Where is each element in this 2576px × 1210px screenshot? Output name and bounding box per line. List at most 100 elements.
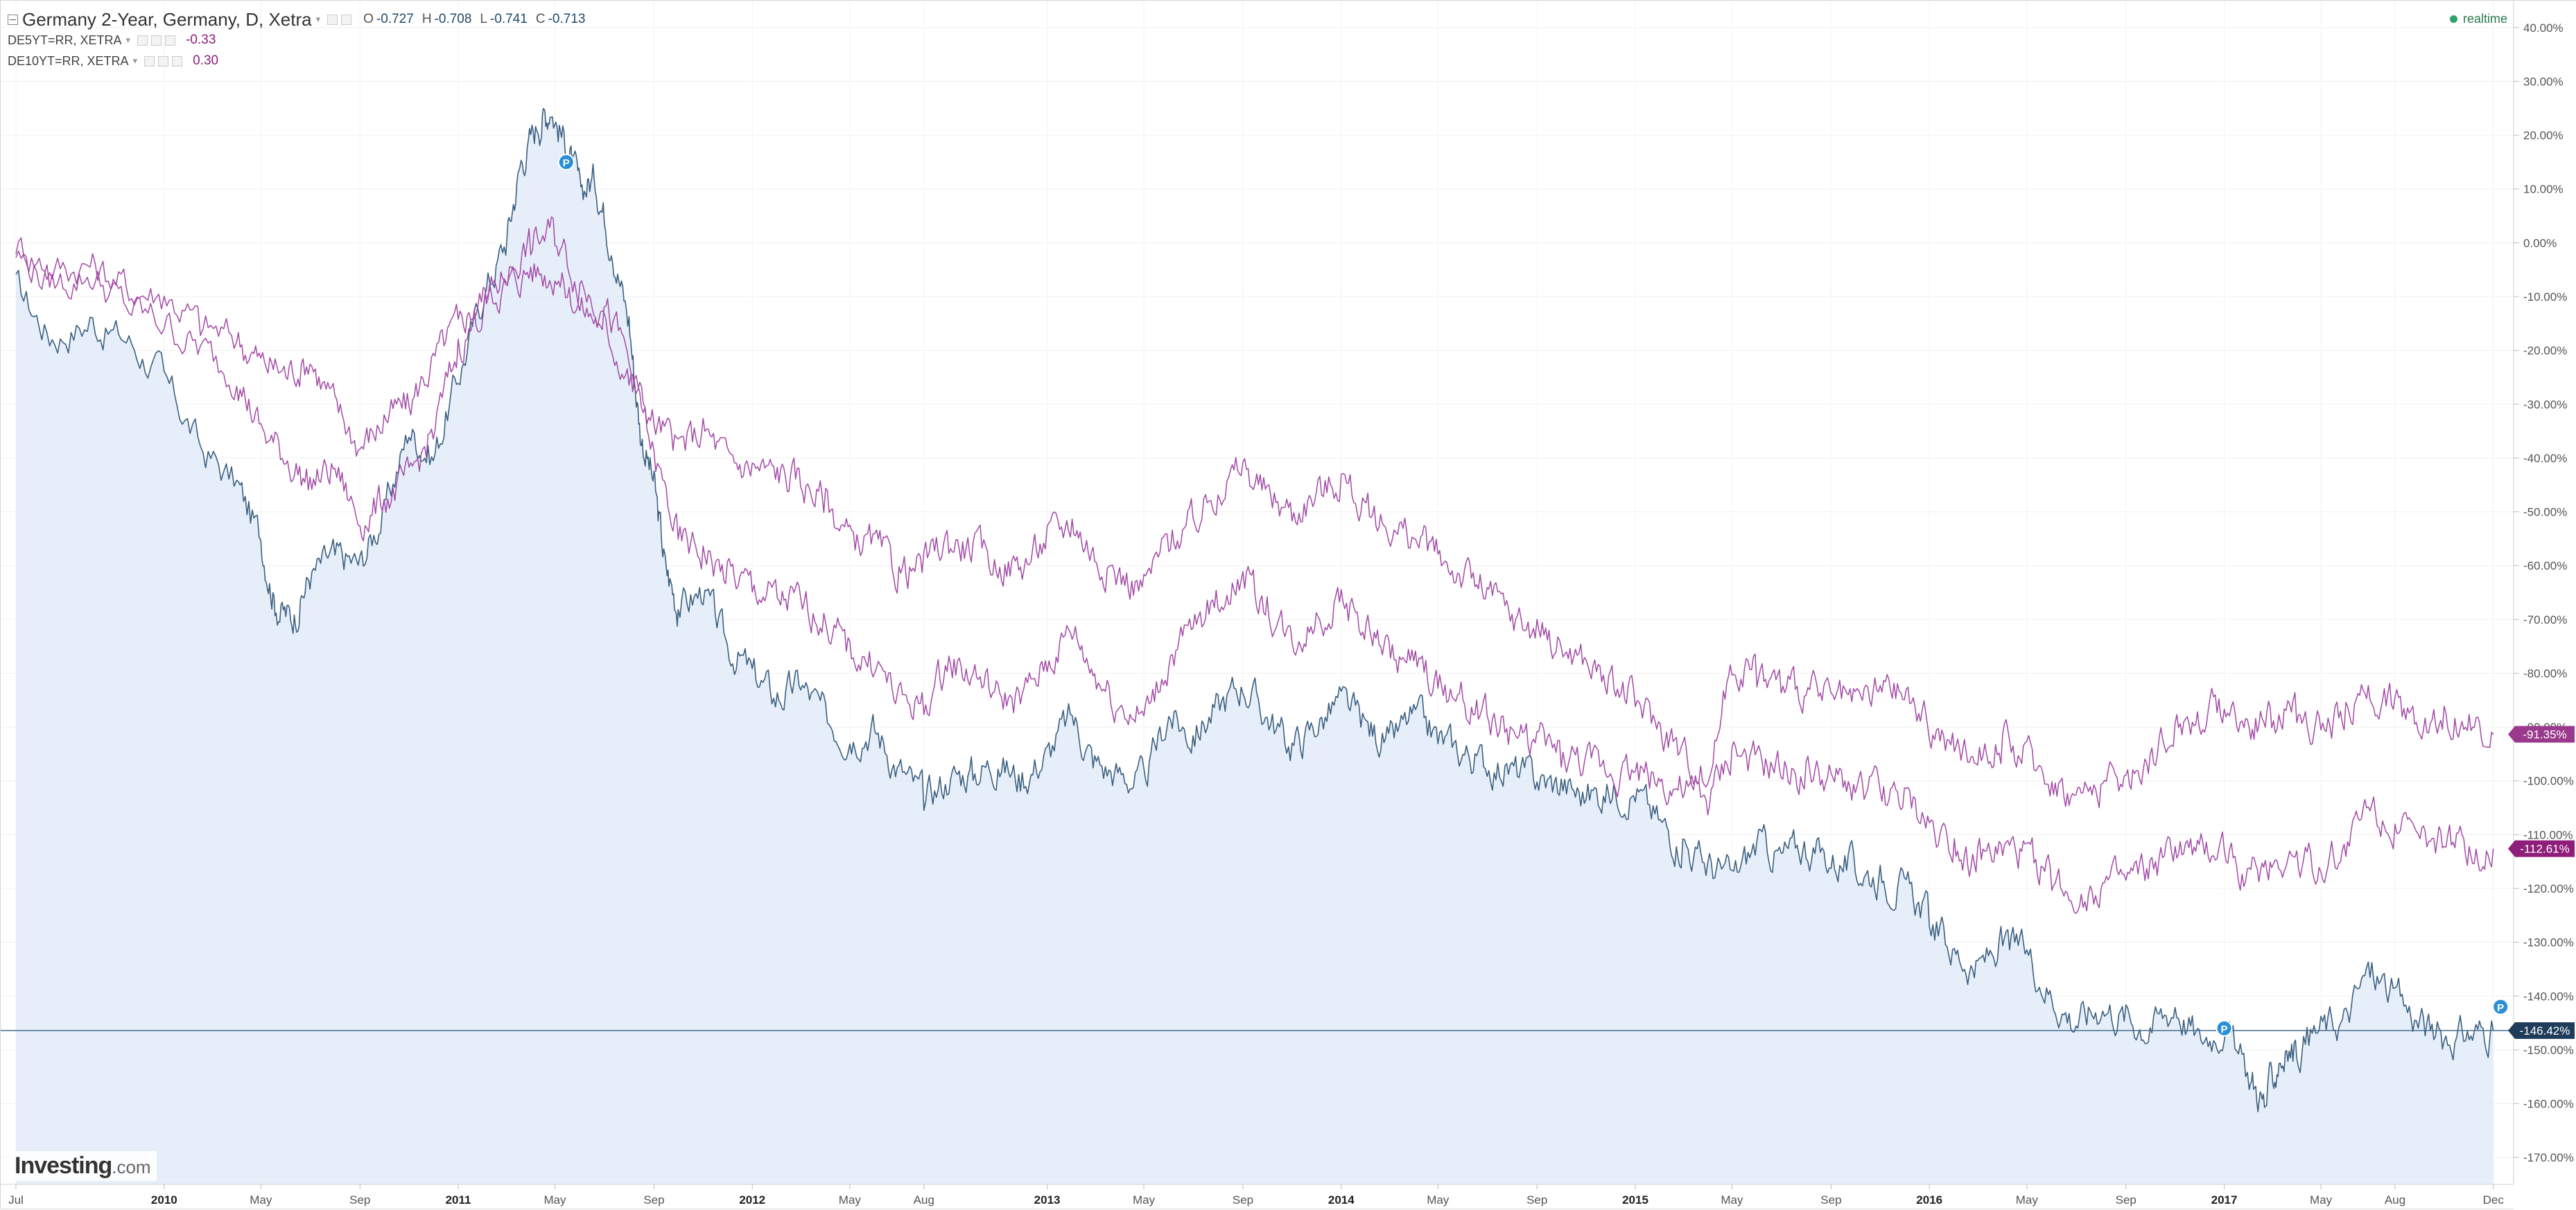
event-marker-glyph: P bbox=[2497, 1002, 2504, 1014]
y-tick-label: -160.00% bbox=[2523, 1098, 2574, 1111]
status-dot-icon bbox=[2449, 15, 2457, 23]
event-marker-icon bbox=[557, 153, 575, 170]
de5-series-value: -0.33 bbox=[186, 33, 216, 47]
ohlc-high-value: -0.708 bbox=[434, 12, 472, 26]
close-icon[interactable] bbox=[172, 55, 183, 67]
y-tick-label: -30.00% bbox=[2523, 398, 2567, 411]
ohlc-open-value: -0.727 bbox=[376, 12, 414, 26]
main-end-badge bbox=[2515, 1022, 2575, 1040]
legend-main-row: Germany 2-Year, Germany, D, Xetra ▾ O -0… bbox=[8, 9, 585, 30]
x-tick-label: May bbox=[543, 1193, 566, 1207]
event-marker-glyph: P bbox=[2221, 1024, 2228, 1035]
y-tick-label: 40.00% bbox=[2523, 21, 2564, 35]
legend-de5-row: DE5YT=RR, XETRA ▾ -0.33 bbox=[8, 30, 585, 51]
x-tick-label: Jul bbox=[8, 1193, 24, 1207]
y-tick-label: -140.00% bbox=[2523, 990, 2574, 1003]
main-end-label: -146.42% bbox=[2520, 1024, 2570, 1037]
close-icon[interactable] bbox=[165, 35, 176, 46]
x-tick-label: 2017 bbox=[2211, 1193, 2238, 1207]
ohlc-close-value: -0.713 bbox=[548, 12, 586, 26]
de5-end-badge-arrow bbox=[2508, 840, 2515, 857]
x-tick-label: May bbox=[2016, 1193, 2039, 1207]
hide-icon[interactable] bbox=[341, 14, 352, 25]
y-tick-label: -110.00% bbox=[2523, 828, 2573, 841]
settings-icon[interactable] bbox=[327, 14, 338, 25]
y-tick-label: -80.00% bbox=[2523, 667, 2567, 680]
chevron-down-icon[interactable]: ▾ bbox=[132, 55, 138, 66]
y-tick-label: 10.00% bbox=[2523, 183, 2564, 196]
logo-text: Investing bbox=[15, 1152, 112, 1179]
y-tick-label: 30.00% bbox=[2523, 75, 2564, 88]
main-series-title[interactable]: Germany 2-Year, Germany, D, Xetra bbox=[22, 9, 312, 30]
series-layer bbox=[15, 107, 2494, 1185]
main-series-area bbox=[16, 108, 2494, 1185]
x-tick-label: May bbox=[2310, 1193, 2333, 1207]
x-tick-label: 2013 bbox=[1034, 1193, 1061, 1207]
event-marker-icon bbox=[2492, 998, 2509, 1015]
ohlc-high-label: H bbox=[421, 12, 432, 26]
de5-end-label: -112.61% bbox=[2520, 843, 2570, 856]
event-marker-icon bbox=[2216, 1019, 2233, 1037]
x-tick-label: May bbox=[1721, 1193, 1743, 1207]
y-tick-label: -60.00% bbox=[2523, 559, 2567, 572]
ohlc-open-label: O bbox=[363, 12, 374, 26]
realtime-label: realtime bbox=[2462, 12, 2507, 26]
y-tick-label: -20.00% bbox=[2523, 344, 2567, 358]
settings-icon[interactable] bbox=[137, 35, 148, 46]
x-tick-label: 2011 bbox=[446, 1193, 471, 1207]
investing-logo: Investing .com bbox=[9, 1151, 157, 1181]
x-tick-label: Aug bbox=[2385, 1193, 2405, 1207]
x-tick-label: 2014 bbox=[1328, 1193, 1355, 1207]
x-tick-label: May bbox=[1133, 1193, 1156, 1207]
x-tick-label: Sep bbox=[1820, 1193, 1841, 1207]
chevron-down-icon[interactable]: ▾ bbox=[125, 35, 131, 45]
y-tick-label: -100.00% bbox=[2523, 775, 2574, 788]
y-tick-label: 0.00% bbox=[2523, 236, 2557, 249]
hide-icon[interactable] bbox=[151, 35, 162, 46]
x-tick-label: Sep bbox=[1233, 1193, 1253, 1207]
y-axis-panel bbox=[2514, 1, 2576, 1210]
settings-icon[interactable] bbox=[144, 55, 155, 67]
x-tick-label: Aug bbox=[914, 1193, 934, 1207]
y-tick-label: 20.00% bbox=[2523, 129, 2564, 142]
logo-suffix: .com bbox=[112, 1157, 151, 1177]
overlay-layer: P P P bbox=[1, 153, 2514, 1037]
x-tick-label: Sep bbox=[643, 1193, 664, 1207]
x-tick-label: May bbox=[839, 1193, 862, 1207]
main-end-badge-arrow bbox=[2508, 1022, 2515, 1040]
x-tick-label: Sep bbox=[349, 1193, 370, 1207]
y-tick-label: -50.00% bbox=[2523, 506, 2567, 519]
de5-series-line bbox=[15, 216, 2494, 914]
x-tick-label: 2012 bbox=[739, 1193, 765, 1207]
y-tick-label: -10.00% bbox=[2523, 290, 2567, 304]
de5-end-badge bbox=[2515, 840, 2575, 857]
y-tick-label: -170.00% bbox=[2523, 1151, 2574, 1164]
de10-end-badge bbox=[2515, 726, 2575, 743]
x-tick-label: Dec bbox=[2483, 1193, 2505, 1207]
x-tick-label: 2010 bbox=[151, 1193, 177, 1207]
de5-series-label[interactable]: DE5YT=RR, XETRA bbox=[8, 33, 122, 47]
chevron-down-icon[interactable]: ▾ bbox=[315, 14, 321, 24]
y-tick-label: -130.00% bbox=[2523, 936, 2574, 949]
ohlc-low-value: -0.741 bbox=[490, 12, 528, 26]
y-tick-label: -150.00% bbox=[2523, 1044, 2574, 1057]
de10-end-badge-arrow bbox=[2508, 726, 2515, 743]
event-marker-glyph: P bbox=[563, 157, 570, 169]
x-tick-label: Sep bbox=[1526, 1193, 1547, 1207]
x-tick-label: May bbox=[1427, 1193, 1450, 1207]
hide-icon[interactable] bbox=[158, 55, 169, 67]
chart-legend: Germany 2-Year, Germany, D, Xetra ▾ O -0… bbox=[8, 9, 585, 71]
x-tick-label: 2015 bbox=[1622, 1193, 1648, 1207]
y-tick-label: -40.00% bbox=[2523, 452, 2567, 465]
y-tick-label: -70.00% bbox=[2523, 613, 2567, 626]
de10-series-value: 0.30 bbox=[193, 53, 219, 68]
main-series-line bbox=[15, 107, 2494, 1112]
y-tick-label: -120.00% bbox=[2523, 882, 2574, 895]
collapse-legend-icon[interactable] bbox=[8, 14, 18, 25]
de10-series-line bbox=[15, 237, 2494, 809]
ohlc-close-label: C bbox=[535, 12, 546, 26]
de10-series-label[interactable]: DE10YT=RR, XETRA bbox=[8, 54, 129, 68]
